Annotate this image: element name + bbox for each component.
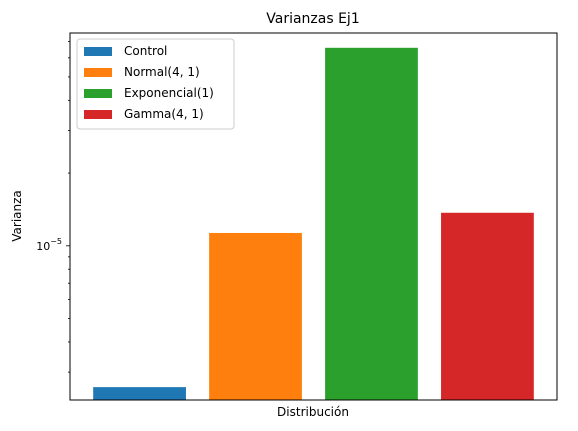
legend-swatch: [84, 47, 112, 56]
bar-control: [93, 387, 186, 400]
legend-swatch: [84, 68, 112, 77]
bar-normal-4-1: [209, 233, 302, 400]
chart-title: Varianzas Ej1: [266, 11, 359, 27]
legend-swatch: [84, 89, 112, 98]
y-tick-label: 10−5: [36, 237, 62, 253]
bar-gamma-4-1: [441, 213, 534, 400]
bar-exponencial-1: [325, 48, 418, 400]
x-axis-label: Distribución: [277, 405, 349, 419]
legend: Control Normal(4, 1) Exponencial(1) Gamma(4…: [77, 39, 234, 129]
legend-entry-label: Exponencial(1): [124, 86, 214, 100]
legend-entry-label: Normal(4, 1): [124, 65, 200, 79]
legend-entry-label: Control: [124, 44, 167, 58]
legend-entry-label: Gamma(4, 1): [124, 107, 204, 121]
legend-swatch: [84, 110, 112, 119]
y-axis-label: Varianza: [10, 190, 24, 242]
y-axis-ticks: 10−5: [36, 42, 70, 372]
